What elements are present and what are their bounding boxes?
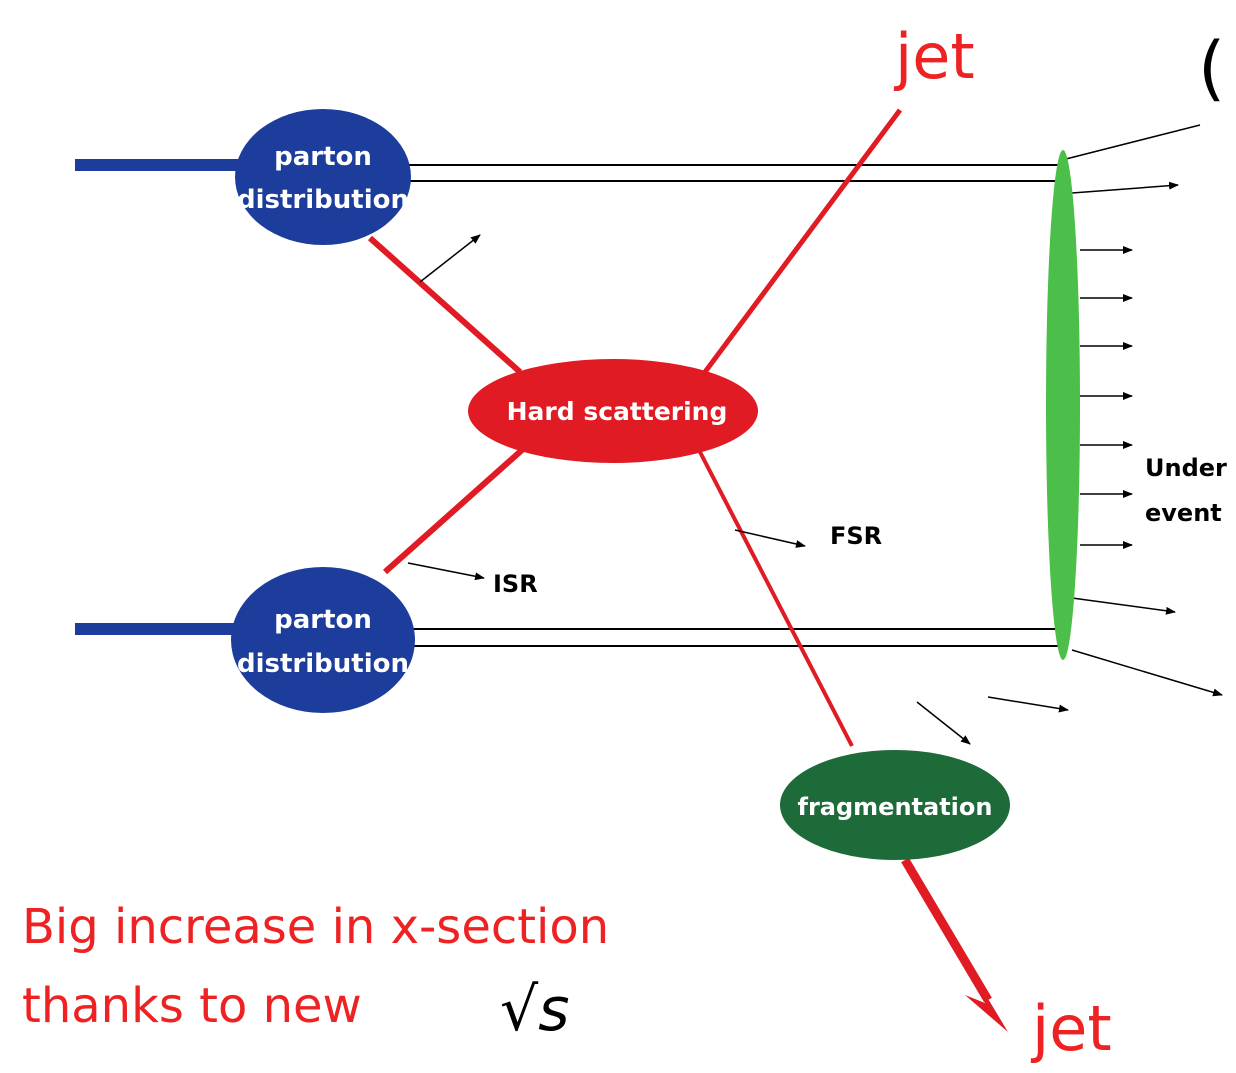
isr-arrow	[407, 562, 485, 581]
underlying-event-label-1: Under	[1145, 454, 1227, 482]
parton-line-top	[368, 235, 522, 375]
fsr-line	[698, 451, 854, 747]
parton-bottom-label-2: distribution	[237, 649, 409, 679]
parton-top-label-2: distribution	[237, 185, 409, 215]
jet-bottom-shaft	[901, 857, 992, 1003]
parton-top-label-1: parton	[274, 142, 372, 172]
jet-bottom-label: jet	[1030, 992, 1112, 1065]
radiation-arrow-top	[419, 234, 481, 283]
underlying-event-ellipse	[1046, 150, 1080, 660]
caption-line-2: thanks to new	[22, 978, 362, 1034]
parton-bottom-label-1: parton	[274, 605, 372, 635]
hard-scattering-label: Hard scattering	[507, 397, 728, 426]
caption-line-1: Big increase in x-section	[22, 899, 609, 955]
partial-title-glyph: (	[1198, 27, 1225, 109]
parton-distribution-bottom	[231, 567, 415, 713]
ue-arrow-1	[1071, 181, 1179, 194]
jet-top-label: jet	[893, 20, 975, 93]
fsr-arrow	[734, 529, 806, 548]
parton-line-bottom	[383, 447, 524, 575]
jet-line-top	[702, 108, 903, 374]
isr-label: ISR	[493, 570, 538, 598]
jet-bottom-arrowhead	[965, 982, 1008, 1032]
fragmentation-arrow-diagonal	[916, 701, 971, 745]
fragmentation-ellipse	[780, 750, 1010, 860]
sqrt-s-formula: √s	[500, 975, 570, 1045]
ue-arrow-9	[1071, 597, 1176, 615]
fsr-label: FSR	[830, 522, 882, 550]
ue-arrow-10	[1071, 649, 1223, 697]
fragmentation-arrow-horizontal	[987, 696, 1069, 713]
fragmentation-label: fragmentation	[798, 793, 993, 821]
underlying-event-label-2: event	[1145, 499, 1222, 527]
parton-distribution-top	[235, 109, 411, 245]
hard-scattering-ellipse	[468, 359, 758, 463]
ue-line-top	[1061, 124, 1201, 161]
